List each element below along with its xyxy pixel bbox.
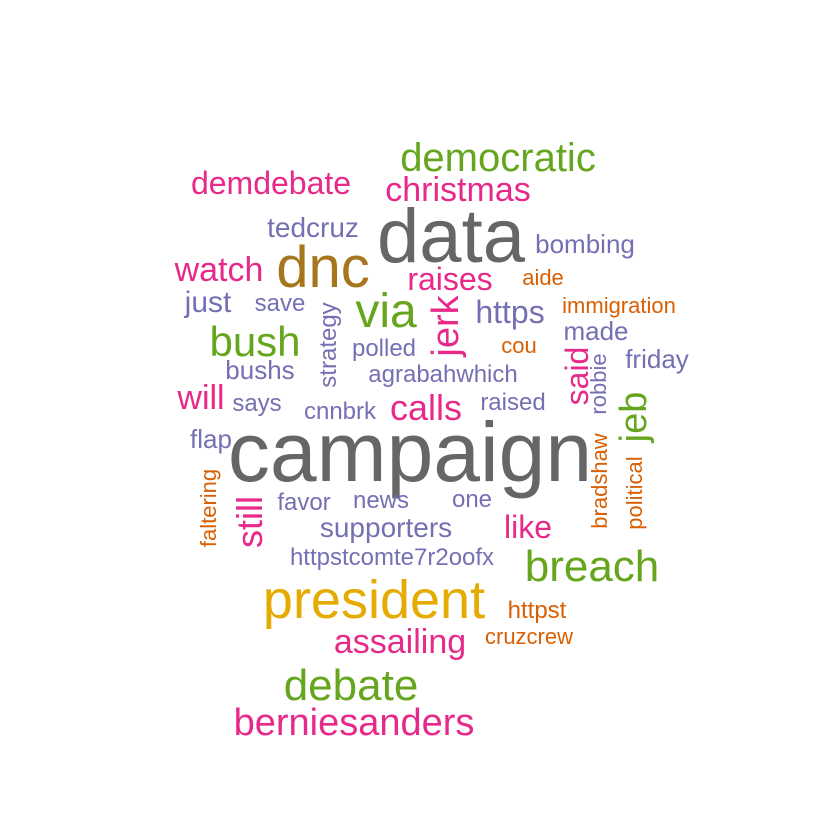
- word-bradshaw: bradshaw: [587, 433, 612, 529]
- word-robbie: robbie: [586, 353, 611, 415]
- word-just: just: [184, 286, 232, 319]
- word-polled: polled: [351, 335, 417, 362]
- word-via: via: [355, 285, 417, 338]
- word-faltering: faltering: [196, 468, 221, 548]
- word-says: says: [232, 390, 282, 417]
- word-aide: aide: [522, 265, 564, 290]
- word-made: made: [563, 316, 629, 346]
- word-berniesanders: berniesanders: [233, 702, 475, 744]
- word-data: data: [377, 194, 525, 279]
- word-httpst: httpst: [507, 597, 567, 624]
- word-https: https: [475, 294, 545, 330]
- word-friday: friday: [625, 344, 689, 374]
- word-flap: flap: [190, 424, 232, 454]
- word-jeb: jeb: [613, 391, 655, 443]
- word-breach: breach: [524, 542, 660, 591]
- word-still: still: [229, 496, 270, 548]
- word-cou: cou: [501, 333, 537, 358]
- word-political: political: [622, 456, 647, 530]
- word-cnnbrk: cnnbrk: [303, 398, 377, 425]
- word-httpstcomte7r2oofx: httpstcomte7r2oofx: [289, 544, 495, 571]
- word-supporters: supporters: [319, 512, 453, 543]
- word-news: news: [352, 487, 410, 514]
- word-watch: watch: [174, 251, 264, 289]
- word-christmas: christmas: [385, 171, 531, 209]
- word-favor: favor: [277, 489, 331, 516]
- word-dnc: dnc: [276, 235, 370, 300]
- word-strategy: strategy: [315, 302, 342, 388]
- word-president: president: [262, 570, 486, 630]
- word-calls: calls: [389, 387, 463, 428]
- word-cruzcrew: cruzcrew: [484, 624, 574, 649]
- word-demdebate: demdebate: [190, 165, 352, 201]
- word-tedcruz: tedcruz: [267, 212, 359, 243]
- word-one: one: [451, 486, 493, 513]
- word-save: save: [254, 290, 306, 317]
- word-immigration: immigration: [562, 293, 676, 318]
- word-bombing: bombing: [535, 229, 635, 259]
- word-raised: raised: [480, 389, 546, 416]
- word-like: like: [503, 509, 553, 545]
- word-campaign: campaign: [227, 405, 593, 499]
- word-will: will: [177, 379, 225, 417]
- word-assailing: assailing: [333, 623, 467, 661]
- word-jerk: jerk: [425, 295, 467, 357]
- word-democratic: democratic: [400, 136, 596, 180]
- word-agrabahwhich: agrabahwhich: [368, 361, 518, 388]
- word-raises: raises: [407, 261, 493, 297]
- word-bushs: bushs: [225, 355, 295, 385]
- word-debate: debate: [283, 661, 419, 710]
- word-bush: bush: [209, 318, 301, 365]
